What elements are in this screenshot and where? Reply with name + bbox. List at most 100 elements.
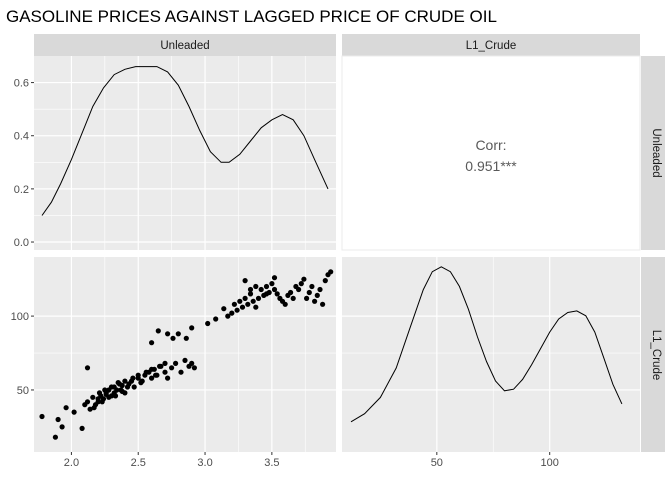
scatter-point: [242, 278, 248, 284]
scatter-point: [290, 295, 296, 301]
panel-crude-density: [342, 257, 640, 452]
density-line-l1-crude: [350, 266, 623, 423]
strip-top-left: [34, 34, 336, 56]
scatter-point: [87, 406, 93, 412]
panel-scatter: [34, 257, 336, 452]
chart-title: GASOLINE PRICES AGAINST LAGGED PRICE OF …: [6, 7, 497, 26]
correlation-panel-bg: [341, 55, 641, 251]
scatter-point: [271, 275, 278, 281]
strip-label-unleaded: Unleaded: [160, 40, 209, 52]
x-axis-unleaded-tick-label: 3.5: [264, 457, 279, 469]
density-unleaded-bg: [34, 56, 336, 250]
x-axis-unleaded-tick-label: 3.0: [197, 457, 212, 469]
scatter-point: [231, 301, 237, 307]
scatter-point: [242, 295, 248, 301]
scatter-point: [317, 286, 323, 293]
scatter-point: [131, 384, 137, 390]
scatter-point: [59, 424, 65, 430]
scatter-point: [239, 304, 246, 310]
x-axis-unleaded-tick-label: 2.0: [64, 457, 79, 469]
strip-right-bottom: [641, 257, 665, 452]
scatter-point: [263, 283, 270, 290]
scatter-point: [143, 369, 149, 375]
scatter-point: [178, 369, 184, 375]
scatter-point: [114, 387, 120, 393]
density-line-unleaded: [41, 66, 329, 216]
scatter-point: [155, 328, 161, 334]
scatter-point: [229, 310, 235, 316]
scatter-point: [221, 306, 227, 312]
x-axis-l1-crude-tick-label: 100: [541, 457, 559, 469]
scatter-point: [153, 372, 159, 378]
scatter-point: [191, 365, 197, 371]
strip-label-l1-crude-right: L1_Crude: [650, 330, 662, 381]
scatter-point: [165, 331, 171, 337]
scatter-point: [309, 283, 315, 290]
x-axis-l1-crude-tick-label: 50: [431, 457, 443, 469]
scatter-point: [247, 291, 254, 297]
scatter-point: [95, 399, 101, 405]
scatter-point: [79, 425, 85, 431]
scatter-point: [234, 307, 240, 313]
scatter-point: [274, 291, 280, 297]
scatter-point: [269, 281, 275, 287]
scatter-point: [126, 381, 132, 387]
scatter-point: [116, 381, 123, 387]
scatter-point: [55, 416, 61, 423]
scatter-point: [106, 387, 112, 393]
scatter-point: [205, 320, 211, 327]
density-crude-bg: [342, 257, 640, 452]
correlation-value: 0.951***: [465, 158, 517, 174]
scatter-point: [157, 363, 163, 369]
scatter-point: [271, 286, 278, 293]
scatter-point: [122, 378, 128, 384]
scatter-point: [130, 375, 136, 381]
scatter-point: [314, 292, 320, 298]
scatter-point: [165, 375, 171, 381]
scatter-point: [282, 301, 288, 307]
scatter-point: [182, 357, 188, 363]
strip-right-top: [641, 56, 665, 250]
scatter-point: [149, 340, 155, 346]
scatter-point: [173, 360, 179, 366]
scatter-point: [328, 269, 334, 275]
y-axis-density-tick-label: 0.4: [14, 131, 29, 143]
scatter-point: [108, 393, 115, 399]
y-axis-l1-crude-tick-label: 50: [17, 385, 29, 397]
strip-label-l1-crude: L1_Crude: [466, 40, 517, 52]
panel-unleaded-density: [34, 56, 336, 250]
scatter-point: [298, 281, 304, 287]
scatter-point: [175, 331, 181, 337]
scatter-point: [189, 360, 195, 366]
scatter-point: [112, 393, 119, 399]
scatter-point: [100, 396, 107, 402]
scatter-point: [304, 295, 310, 301]
scatter-point: [149, 366, 155, 372]
scatter-point: [139, 378, 145, 384]
scatter-point: [84, 399, 91, 405]
scatter-point: [162, 369, 168, 375]
panel-correlation: Corr: 0.951***: [341, 55, 641, 251]
scatter-point: [189, 325, 195, 331]
scatter-point: [253, 304, 259, 310]
scatter-point: [255, 295, 262, 301]
y-axis-density-tick-label: 0.6: [14, 78, 29, 90]
scatter-point: [213, 316, 219, 322]
scatter-point: [312, 298, 318, 304]
scatter-point: [119, 388, 125, 394]
strip-label-unleaded-right: Unleaded: [650, 128, 662, 177]
y-axis-density-tick-label: 0.2: [14, 184, 29, 196]
scatter-point: [225, 313, 231, 319]
scatter-point: [52, 434, 59, 440]
scatter-point: [263, 291, 270, 297]
x-axis-unleaded-tick-label: 2.5: [131, 457, 146, 469]
scatter-point: [71, 409, 77, 415]
y-axis-density-tick-label: 0.0: [14, 237, 29, 249]
scatter-point: [135, 372, 141, 378]
strip-top-right: [342, 34, 640, 56]
scatter-point: [253, 283, 259, 290]
scatter-point: [320, 301, 326, 307]
scatter-point: [247, 286, 254, 293]
y-axis-l1-crude-tick-label: 100: [11, 311, 29, 323]
